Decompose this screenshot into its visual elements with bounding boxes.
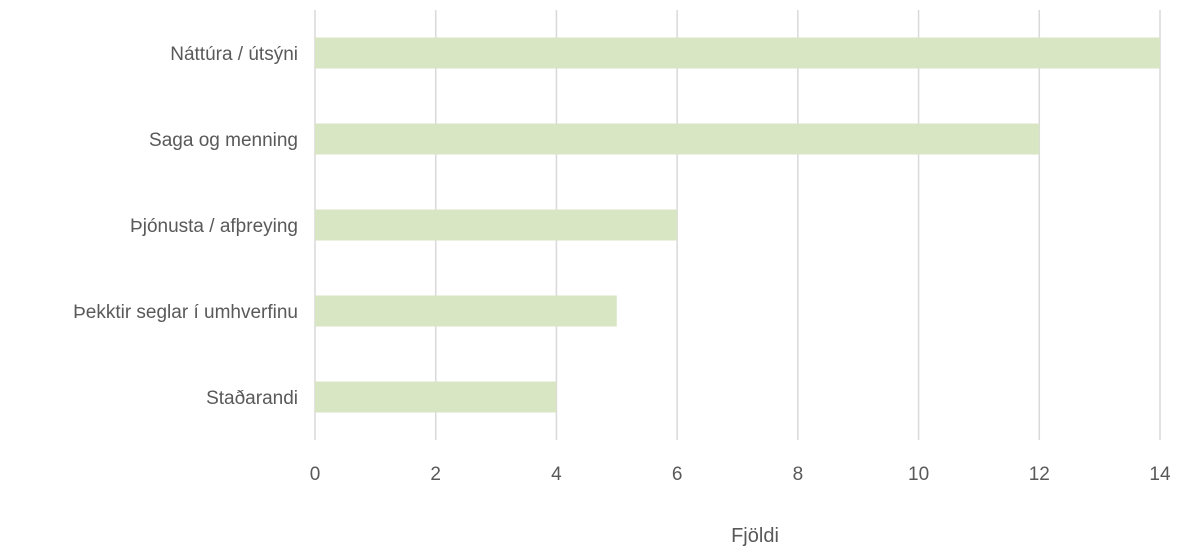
bars <box>315 37 1160 413</box>
category-label: Náttúra / útsýni <box>170 44 298 65</box>
bar-4 <box>315 295 617 327</box>
x-tick-label: 10 <box>908 464 929 485</box>
bar-3 <box>315 209 678 241</box>
x-tick-label: 8 <box>793 464 804 485</box>
x-tick-label: 14 <box>1149 464 1171 485</box>
x-tick-label: 6 <box>672 464 683 485</box>
x-axis-title: Fjöldi <box>731 525 779 547</box>
bar-5 <box>315 381 557 413</box>
x-tick-label: 2 <box>430 464 441 485</box>
bar-2 <box>315 123 1040 155</box>
x-tick-label: 0 <box>310 464 321 485</box>
category-label: Saga og menning <box>149 130 298 151</box>
x-tick-labels: 0 2 4 6 8 10 12 14 <box>310 464 1171 485</box>
bar-1 <box>315 37 1160 69</box>
category-labels: Náttúra / útsýni Saga og menning Þjónusta … <box>73 44 298 409</box>
x-tick-label: 4 <box>551 464 562 485</box>
category-label: Þjónusta / afþreying <box>130 216 298 237</box>
x-tick-label: 12 <box>1029 464 1050 485</box>
category-label: Staðarandi <box>206 388 298 409</box>
category-label: Þekktir seglar í umhverfinu <box>73 302 298 323</box>
